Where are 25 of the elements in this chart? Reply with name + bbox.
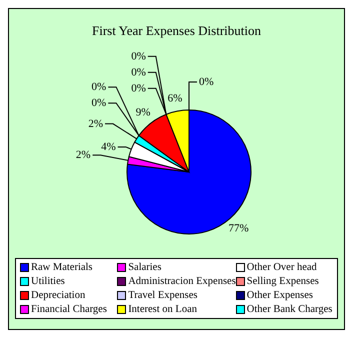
text: 0% [92,97,106,110]
text: 0% [199,76,214,88]
text: 0% [131,82,146,94]
legend-label: Financial Charges [31,304,107,315]
data-label: 2% [76,149,91,162]
legend-label: Other Expenses [246,290,313,301]
data-label: 2% [88,118,104,130]
text: 0% [131,50,146,62]
legend-label: Utilities [31,276,65,287]
data-label: 4% [101,140,116,153]
data-label: 6% [168,92,182,104]
legend-label: Travel Expenses [128,290,198,301]
legend-label: Administracion Expenses [128,276,236,287]
data-label: 77% [228,222,249,234]
chart-title: First Year Expenses Distribution [91,23,262,39]
legend-label: Raw Materials [31,262,93,273]
text: 0% [131,66,146,78]
legend-label: Salaries [128,262,162,273]
legend-label: Selling Expenses [246,276,319,287]
legend-label: Other Bank Charges [246,304,332,315]
legend-label: Interest on Loan [128,304,197,315]
legend-label: Other Over head [246,262,317,273]
text: 0% [92,81,106,94]
data-label: 9% [136,106,150,119]
legend-label: Depreciation [31,290,86,301]
